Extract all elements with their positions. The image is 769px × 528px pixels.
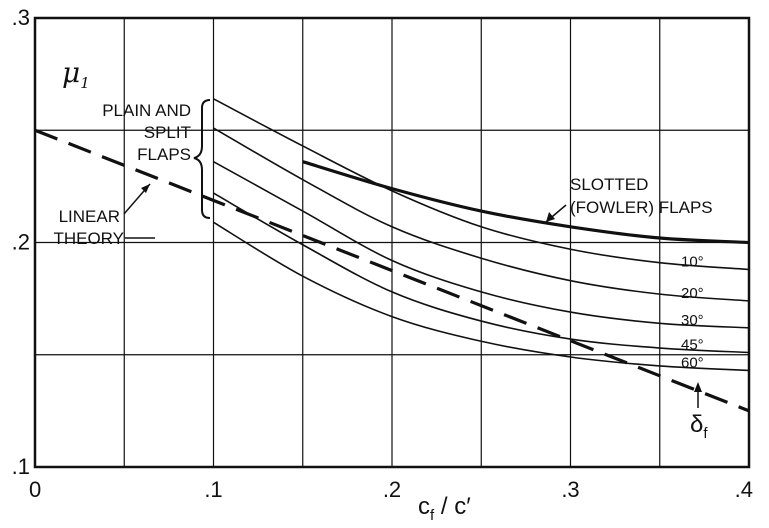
series-plain-split-2 xyxy=(213,160,750,329)
series-plain-split-4 xyxy=(213,221,750,372)
x-axis-label-tail: c′ xyxy=(454,493,471,520)
series-label-3: 45° xyxy=(681,337,704,354)
delta-f-label: δf xyxy=(690,411,708,442)
y-tick-label: .2 xyxy=(12,230,30,255)
y-axis-label-main: μ xyxy=(62,56,80,89)
slotted-flaps-arrowhead xyxy=(546,212,555,222)
grid xyxy=(35,18,749,467)
annotation-slotted-1: SLOTTED xyxy=(570,175,648,194)
series-plain-split-0 xyxy=(213,98,750,271)
series-plain-split-3 xyxy=(213,192,750,354)
x-axis-label-sep: / xyxy=(434,493,454,520)
x-tick-label: .4 xyxy=(735,477,753,502)
series-linear-6 xyxy=(34,128,750,413)
series-label-1: 20° xyxy=(681,285,704,302)
y-tick-label: .3 xyxy=(12,5,30,30)
series-label-0: 10° xyxy=(681,253,704,270)
annotation-plain-split-1: PLAIN AND xyxy=(102,101,191,120)
annotation-linear-2: THEORY xyxy=(53,229,124,248)
series-label-4: 60° xyxy=(681,354,704,371)
x-tick-label: .3 xyxy=(561,477,579,502)
annotation-plain-split-3: FLAPS xyxy=(137,145,191,164)
series-label-2: 30° xyxy=(681,312,704,329)
annotation-slotted-2: (FOWLER) FLAPS xyxy=(570,198,713,217)
x-axis-label-sub: f xyxy=(430,507,435,524)
x-tick-label: .1 xyxy=(204,477,222,502)
delta-f-main: δ xyxy=(690,411,703,438)
x-tick-label: 0 xyxy=(29,477,41,502)
series-slotted-5 xyxy=(302,160,750,245)
plain-split-brace xyxy=(193,99,211,219)
linear-theory-arrowhead xyxy=(141,184,150,193)
y-axis-label-sub: 1 xyxy=(80,74,90,92)
delta-f-arrowhead xyxy=(694,382,702,392)
annotation-plain-split-2: SPLIT xyxy=(144,123,191,142)
x-tick-label: .2 xyxy=(383,477,401,502)
curves: 10° 20° 30° 45°60° xyxy=(34,98,750,413)
series-plain-split-1 xyxy=(213,127,750,302)
plot-frame xyxy=(33,16,751,469)
y-tick-label: .1 xyxy=(12,454,30,479)
delta-f-sub: f xyxy=(703,425,708,442)
annotation-linear-1: LINEAR xyxy=(59,207,120,226)
y-axis-label: μ1 xyxy=(62,56,90,92)
x-axis-label-main: c xyxy=(418,493,430,520)
tick-labels: 0.1.2.3.4.1.2.3 xyxy=(12,5,753,502)
x-axis-label: cf / c′ xyxy=(418,493,471,524)
